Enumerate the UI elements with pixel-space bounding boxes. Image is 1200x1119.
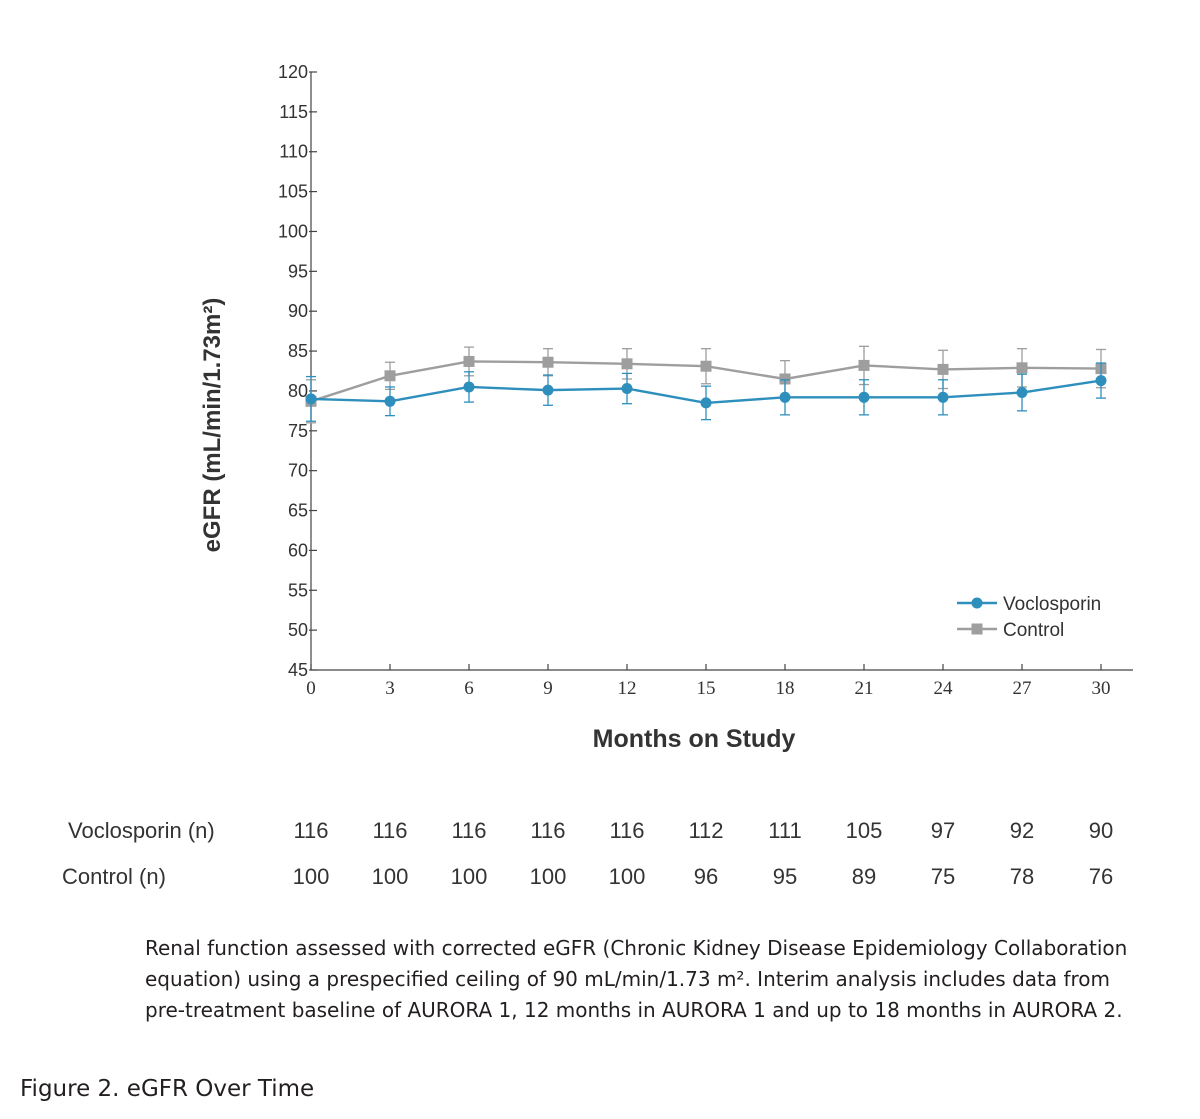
data-point-voclosporin <box>1095 375 1107 387</box>
figure-caption: Renal function assessed with corrected e… <box>145 936 1128 1022</box>
risk-cell: 97 <box>930 818 956 843</box>
data-point-voclosporin <box>305 393 317 405</box>
y-axis-title: eGFR (mL/min/1.73m²) <box>199 298 226 553</box>
risk-cell: 100 <box>371 864 409 889</box>
x-tick-label: 12 <box>618 678 637 699</box>
y-tick-label: 75 <box>288 421 308 441</box>
x-tick-label: 9 <box>543 678 553 699</box>
y-tick-label: 95 <box>288 261 308 281</box>
data-point-voclosporin <box>463 381 475 393</box>
y-tick-label: 55 <box>288 580 308 600</box>
risk-cell: 90 <box>1088 818 1114 843</box>
risk-cell: 111 <box>768 818 802 843</box>
y-tick-label: 110 <box>279 142 308 162</box>
risk-cell: 100 <box>608 864 646 889</box>
series-layer <box>305 345 1107 424</box>
y-tick-label: 60 <box>288 540 308 560</box>
x-tick-label: 15 <box>697 678 716 699</box>
legend-label-voclosporin: Voclosporin <box>1003 594 1101 615</box>
legend-marker-voclosporin <box>971 597 983 609</box>
data-point-control <box>463 355 475 367</box>
risk-cell: 105 <box>845 818 883 843</box>
risk-cell: 112 <box>688 818 724 843</box>
data-point-voclosporin <box>384 395 396 407</box>
data-point-control <box>700 360 712 372</box>
x-tick-label: 6 <box>464 678 474 699</box>
x-tick-label: 27 <box>1013 678 1032 699</box>
x-axis-title: Months on Study <box>593 725 796 753</box>
data-point-voclosporin <box>1016 387 1028 399</box>
risk-cell: 76 <box>1088 864 1114 889</box>
risk-cell: 95 <box>772 864 798 889</box>
risk-cell: 92 <box>1009 818 1035 843</box>
legend-label-control: Control <box>1003 620 1064 641</box>
x-tick-label: 30 <box>1092 678 1111 699</box>
data-point-voclosporin <box>700 397 712 409</box>
risk-cell: 116 <box>451 818 487 843</box>
x-tick-label: 21 <box>855 678 874 699</box>
data-point-control <box>384 370 396 382</box>
risk-cell: 116 <box>293 818 329 843</box>
risk-row-label-voclosporin: Voclosporin (n) <box>68 818 215 843</box>
risk-cell: 100 <box>529 864 567 889</box>
risk-cell: 116 <box>609 818 645 843</box>
risk-cell: 100 <box>450 864 488 889</box>
data-point-voclosporin <box>621 383 633 395</box>
y-tick-label: 90 <box>288 301 308 321</box>
risk-cell: 89 <box>851 864 877 889</box>
x-tick-label: 0 <box>306 678 316 699</box>
series-voclosporin <box>305 362 1107 422</box>
y-tick-label: 80 <box>288 381 308 401</box>
risk-cell: 116 <box>372 818 408 843</box>
data-point-control <box>1016 362 1028 374</box>
risk-row-label-control: Control (n) <box>62 864 166 889</box>
risk-cell: 100 <box>292 864 330 889</box>
data-point-voclosporin <box>937 391 949 403</box>
risk-cell: 78 <box>1009 864 1035 889</box>
data-point-control <box>937 363 949 375</box>
x-axis-ticks: 0 3 6 9 12 15 18 21 24 27 30 <box>306 664 1111 699</box>
y-tick-label: 115 <box>279 102 308 122</box>
chart-axes <box>310 72 1133 671</box>
figure-title: Figure 2. eGFR Over Time <box>20 1076 315 1102</box>
legend-item-voclosporin: Voclosporin <box>957 594 1101 615</box>
y-tick-label: 65 <box>288 501 308 521</box>
risk-cell: 96 <box>693 864 719 889</box>
y-tick-label: 120 <box>278 62 308 82</box>
data-point-control <box>779 373 791 385</box>
data-point-voclosporin <box>542 384 554 396</box>
x-tick-label: 18 <box>776 678 795 699</box>
y-tick-label: 70 <box>288 461 308 481</box>
data-point-control <box>542 356 554 368</box>
legend-marker-control <box>971 623 983 635</box>
risk-cell: 116 <box>530 818 566 843</box>
y-tick-label: 105 <box>278 182 308 202</box>
egfr-line-chart: 120 115 110 105 100 95 90 85 80 75 70 65 60 55 50 45 0 3… <box>199 62 1133 753</box>
y-tick-label: 45 <box>288 660 308 680</box>
data-point-voclosporin <box>779 391 791 403</box>
x-tick-label: 24 <box>934 678 954 699</box>
data-point-control <box>858 359 870 371</box>
chart-legend: Voclosporin Control <box>957 594 1101 641</box>
data-point-voclosporin <box>858 391 870 403</box>
legend-item-control: Control <box>957 620 1064 641</box>
data-point-control <box>621 358 633 370</box>
y-tick-label: 85 <box>288 341 308 361</box>
y-tick-label: 50 <box>288 620 308 640</box>
x-tick-label: 3 <box>385 678 395 699</box>
y-axis-ticks: 120 115 110 105 100 95 90 85 80 75 70 65 60 55 50 45 <box>278 62 317 680</box>
number-at-risk-table: Voclosporin (n) Control (n) 116 116 116 116… <box>0 812 1200 912</box>
y-tick-label: 100 <box>278 221 308 241</box>
risk-cell: 75 <box>930 864 956 889</box>
